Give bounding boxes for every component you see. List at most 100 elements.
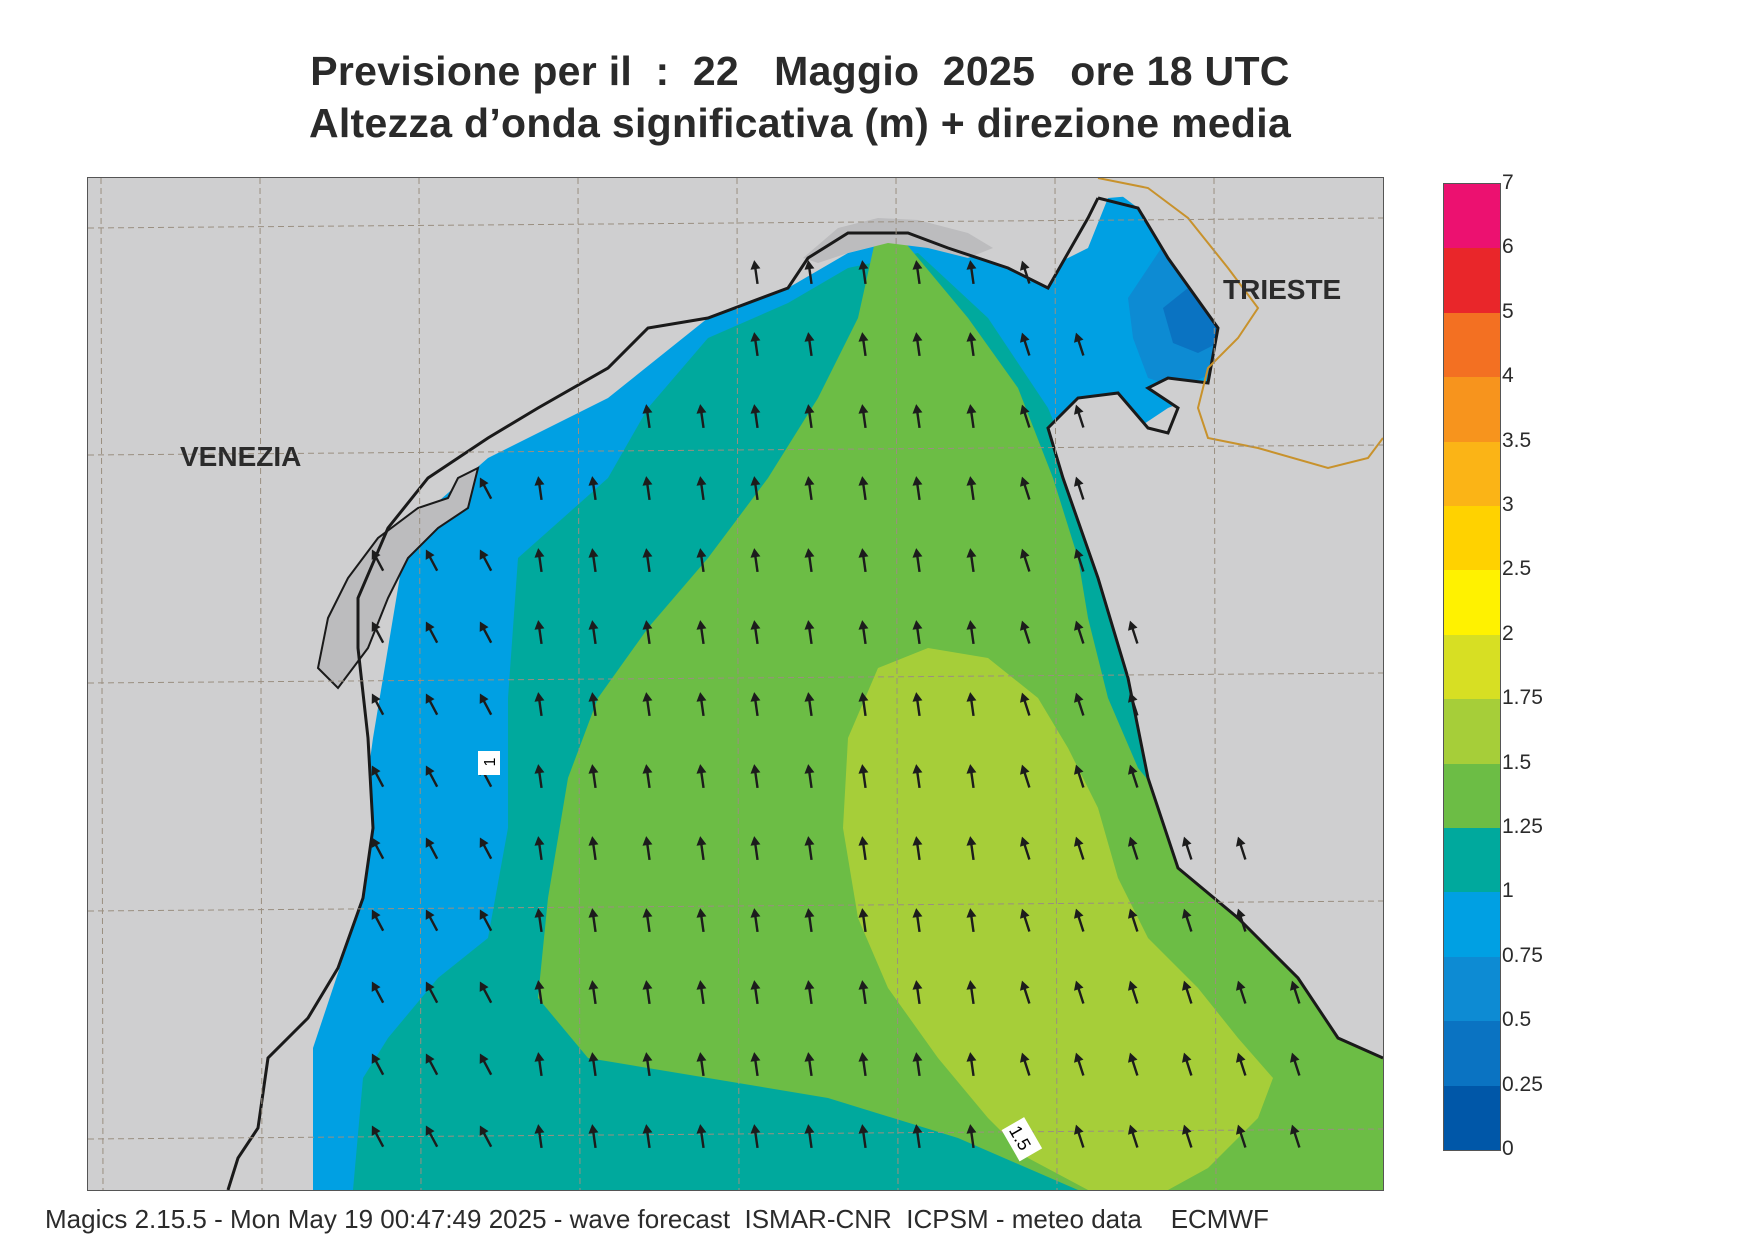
direction-arrow — [642, 980, 653, 1005]
direction-arrow — [696, 548, 707, 573]
direction-arrow — [479, 1053, 493, 1076]
direction-arrow — [425, 621, 439, 644]
direction-arrow — [1020, 476, 1031, 500]
direction-arrow — [912, 908, 923, 933]
direction-arrow — [858, 908, 869, 933]
direction-arrow — [1074, 404, 1085, 428]
direction-arrow — [1128, 908, 1139, 932]
direction-arrow — [966, 404, 977, 429]
direction-arrow — [479, 909, 493, 932]
legend-band — [1444, 1021, 1500, 1087]
direction-arrow — [1182, 1052, 1193, 1076]
legend-band — [1444, 184, 1500, 249]
direction-arrow — [425, 837, 439, 860]
direction-arrow — [1128, 764, 1139, 788]
direction-arrow — [1074, 980, 1085, 1004]
direction-arrow — [858, 980, 869, 1005]
direction-arrow — [750, 1052, 761, 1077]
direction-arrow — [750, 836, 761, 861]
direction-arrow — [371, 765, 385, 788]
land-west — [88, 178, 1098, 1190]
contour-label-1: 1 — [478, 751, 500, 775]
direction-arrow — [1074, 332, 1085, 356]
direction-arrow — [804, 764, 815, 789]
direction-arrow — [912, 1124, 923, 1149]
direction-arrow — [588, 1124, 599, 1149]
direction-arrow — [479, 981, 493, 1004]
legend-label: 0 — [1502, 1137, 1514, 1160]
direction-arrow — [966, 260, 977, 285]
direction-arrow — [1074, 1052, 1085, 1076]
direction-arrow — [1020, 836, 1031, 860]
legend-band — [1444, 506, 1500, 571]
direction-arrow — [1236, 908, 1247, 932]
legend-band — [1444, 377, 1500, 443]
direction-arrow — [1236, 1052, 1247, 1076]
direction-arrow — [912, 980, 923, 1005]
direction-arrow — [479, 477, 493, 500]
direction-arrow — [804, 836, 815, 861]
legend-label: 1.5 — [1502, 750, 1532, 774]
direction-arrow — [1020, 908, 1031, 932]
direction-arrow — [1236, 1124, 1247, 1148]
direction-arrow — [534, 548, 545, 573]
land-east — [1048, 178, 1383, 1058]
legend-label: 6 — [1502, 235, 1514, 259]
map-canvas: 1 1.5 — [88, 178, 1383, 1190]
direction-arrow — [534, 1124, 545, 1149]
direction-arrow — [1020, 764, 1031, 788]
legend-label: 2 — [1502, 621, 1514, 645]
direction-arrow — [966, 692, 977, 717]
wave-height-map[interactable]: 1 1.5 VENEZIA TRIESTE — [87, 177, 1384, 1191]
direction-arrow — [588, 764, 599, 789]
direction-arrow — [750, 692, 761, 717]
sea-zone-15-175 — [843, 648, 1273, 1190]
direction-arrow — [1020, 620, 1031, 644]
direction-arrow — [696, 908, 707, 933]
direction-arrow — [804, 404, 815, 429]
direction-arrow — [425, 981, 439, 1004]
direction-arrow — [479, 1125, 493, 1148]
legend-band — [1444, 892, 1500, 958]
direction-arrow — [750, 764, 761, 789]
direction-arrow — [642, 836, 653, 861]
direction-arrow — [1128, 980, 1139, 1004]
city-label-trieste: TRIESTE — [1223, 274, 1342, 305]
direction-arrow — [588, 476, 599, 501]
direction-arrow — [1074, 764, 1085, 788]
direction-arrow — [642, 1124, 653, 1149]
direction-arrow — [588, 980, 599, 1005]
coastline-east — [1046, 196, 1383, 1060]
direction-arrow — [804, 548, 815, 573]
direction-arrow — [1074, 620, 1085, 644]
direction-arrow — [534, 620, 545, 645]
city-label-venezia: VENEZIA — [180, 441, 302, 472]
direction-arrow — [371, 909, 385, 932]
forecast-subtitle: Altezza d’onda significativa (m) + direz… — [308, 100, 1292, 146]
legend-label: 7 — [1502, 171, 1514, 194]
direction-arrow — [858, 692, 869, 717]
direction-arrow — [804, 1124, 815, 1149]
direction-arrow — [534, 764, 545, 789]
legend-band — [1444, 441, 1500, 507]
direction-arrow — [534, 908, 545, 933]
direction-arrow — [1128, 620, 1139, 644]
direction-arrow — [371, 1125, 385, 1148]
direction-arrow — [1020, 692, 1031, 716]
direction-arrow — [1182, 980, 1193, 1004]
direction-arrow — [966, 980, 977, 1005]
direction-arrow — [534, 692, 545, 717]
direction-arrow — [858, 260, 869, 285]
direction-arrow — [804, 980, 815, 1005]
border-line — [1097, 178, 1383, 470]
direction-arrow — [1236, 980, 1247, 1004]
direction-arrow — [479, 693, 493, 716]
direction-arrow — [425, 693, 439, 716]
legend-label: 5 — [1502, 299, 1514, 323]
direction-arrow — [1074, 836, 1085, 860]
legend-band — [1444, 570, 1500, 636]
direction-arrow — [858, 620, 869, 645]
direction-arrow — [1128, 1052, 1139, 1076]
direction-arrow — [642, 908, 653, 933]
direction-arrow — [1182, 908, 1193, 932]
